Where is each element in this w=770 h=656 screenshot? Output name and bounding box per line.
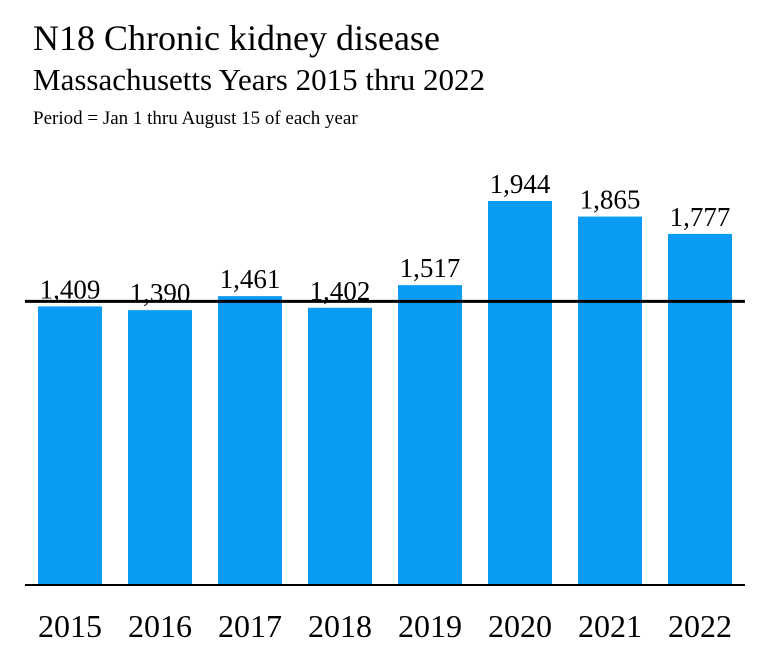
bar-2022 bbox=[668, 233, 732, 585]
value-label-2016: 1,390 bbox=[130, 278, 191, 308]
x-tick-label-2018: 2018 bbox=[308, 608, 372, 644]
value-label-2020: 1,944 bbox=[490, 169, 551, 199]
x-tick-label-2016: 2016 bbox=[128, 608, 192, 644]
period-note: Period = Jan 1 thru August 15 of each ye… bbox=[33, 108, 358, 129]
value-label-2017: 1,461 bbox=[220, 264, 281, 294]
bar-2015 bbox=[38, 306, 102, 584]
value-label-2019: 1,517 bbox=[400, 253, 461, 283]
bar-2017 bbox=[218, 296, 282, 584]
bar-2021 bbox=[578, 216, 642, 584]
bar-2018 bbox=[308, 307, 372, 584]
x-tick-label-2021: 2021 bbox=[578, 608, 642, 644]
value-label-2018: 1,402 bbox=[310, 276, 371, 306]
bar-2020 bbox=[488, 201, 552, 584]
x-tick-label-2020: 2020 bbox=[488, 608, 552, 644]
value-label-2015: 1,409 bbox=[40, 274, 101, 304]
x-tick-label-2022: 2022 bbox=[668, 608, 732, 644]
chart-subtitle: Massachusetts Years 2015 thru 2022 bbox=[33, 62, 486, 97]
x-tick-label-2017: 2017 bbox=[218, 608, 282, 644]
bars-group bbox=[38, 201, 732, 585]
tick-labels-group: 2015 2016 2017 2018 2019 2020 2021 2022 bbox=[38, 608, 732, 644]
value-labels-group: 1,409 1,390 1,461 1,402 1,517 1,944 1,865 1,777 bbox=[40, 169, 731, 308]
x-tick-label-2019: 2019 bbox=[398, 608, 462, 644]
bar-2019 bbox=[398, 285, 462, 584]
chart-title: N18 Chronic kidney disease bbox=[33, 18, 440, 58]
bar-2016 bbox=[128, 310, 192, 584]
value-label-2022: 1,777 bbox=[670, 202, 731, 232]
value-label-2021: 1,865 bbox=[580, 185, 641, 215]
x-tick-label-2015: 2015 bbox=[38, 608, 102, 644]
